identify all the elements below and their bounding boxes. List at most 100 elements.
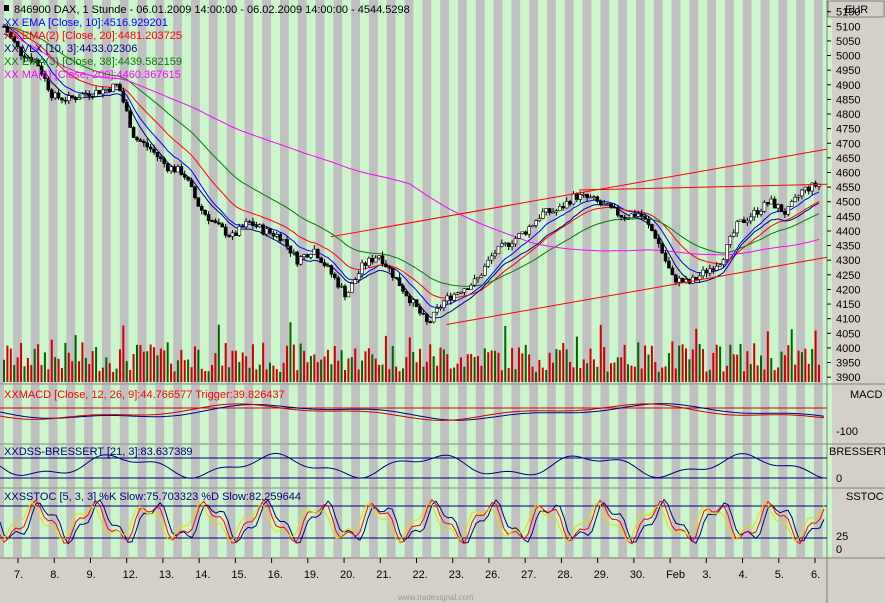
- candle-body: [302, 254, 306, 258]
- candle-body: [452, 293, 456, 301]
- volume-bar: [521, 353, 524, 382]
- candle-body: [435, 308, 439, 313]
- volume-bar: [572, 367, 575, 382]
- candle-body: [15, 41, 20, 48]
- volume-bar: [190, 367, 193, 382]
- volume-bar: [422, 366, 425, 382]
- candle-body: [261, 224, 265, 235]
- candle-body: [547, 208, 552, 214]
- ema-20-line: [3, 25, 820, 299]
- volume-bar: [43, 352, 46, 382]
- volume-bar: [473, 356, 476, 382]
- candle-body: [336, 277, 340, 288]
- candle-body: [217, 222, 221, 225]
- volume-bar: [129, 369, 132, 382]
- y-tick-label: 4450: [836, 211, 860, 223]
- volume-bar: [282, 362, 285, 382]
- candle-body: [517, 233, 521, 239]
- volume-bar: [6, 345, 9, 382]
- candle-body: [189, 179, 194, 188]
- volume-bar: [112, 371, 115, 382]
- candle-body: [26, 57, 30, 59]
- session-stripe: [360, 0, 369, 557]
- price-candles: [2, 23, 821, 326]
- candle-body: [70, 95, 75, 99]
- volume-bar: [289, 322, 292, 382]
- candle-body: [329, 265, 334, 275]
- candle-body: [622, 216, 627, 219]
- candle-body: [278, 234, 283, 242]
- volume-bar: [766, 331, 769, 382]
- candle-body: [380, 255, 385, 265]
- candle-body: [230, 232, 235, 237]
- volume-bar: [26, 357, 29, 382]
- volume-bar: [592, 359, 595, 382]
- candle-body: [247, 221, 252, 223]
- volume-bar: [579, 367, 582, 382]
- volume-bar: [265, 369, 268, 382]
- volume-bar: [770, 358, 773, 382]
- candle-body: [636, 213, 641, 217]
- candle-body: [53, 92, 57, 99]
- volume-bar: [78, 361, 81, 382]
- candle-body: [12, 36, 17, 42]
- candle-body: [691, 276, 695, 284]
- time-axis: 7. 8. 9. 12. 13. 14. 15. 16. 19. 20. 21. 22. 23. 26. 2…: [14, 558, 820, 581]
- volume-bar: [149, 344, 152, 382]
- volume-bar: [50, 339, 53, 382]
- candle-body: [677, 277, 681, 283]
- volume-bar: [558, 350, 561, 382]
- price-axis: 5150 5100 5050 5000 4950 4900 4850 4800 4750 4700…: [827, 7, 860, 384]
- candle-body: [60, 97, 64, 101]
- candle-body: [527, 226, 531, 235]
- volume-bar: [804, 348, 807, 382]
- legend-icon: XX: [4, 389, 19, 401]
- volume-bar: [538, 359, 541, 382]
- candle-body: [537, 218, 542, 222]
- candle-body: [789, 201, 794, 207]
- volume-bar: [105, 357, 108, 382]
- candle-body: [169, 166, 173, 172]
- volume-bar: [115, 368, 118, 382]
- candle-body: [390, 267, 395, 278]
- macd-panel-name: MACD: [850, 389, 882, 401]
- candle-body: [271, 232, 276, 237]
- x-tick-label: Feb: [666, 569, 685, 581]
- candle-body: [455, 292, 460, 295]
- candle-body: [234, 232, 238, 236]
- volume-bar: [453, 367, 456, 382]
- candle-body: [486, 259, 491, 267]
- volume-bar: [807, 363, 810, 382]
- volume-bar: [228, 367, 231, 382]
- volume-bar: [756, 365, 759, 382]
- candle-body: [196, 197, 201, 207]
- volume-bar: [214, 353, 217, 382]
- volume-bar: [476, 356, 479, 382]
- volume-bar: [163, 350, 166, 382]
- session-stripe: [57, 0, 67, 557]
- volume-bar: [586, 363, 589, 382]
- volume-bar: [705, 371, 708, 382]
- candle-body: [554, 210, 559, 213]
- candle-body: [43, 73, 47, 79]
- candle-body: [438, 307, 443, 309]
- session-stripe: [502, 0, 512, 557]
- volume-bar: [616, 357, 619, 382]
- candle-body: [428, 321, 433, 323]
- volume-bar: [159, 348, 162, 382]
- candle-body: [779, 204, 784, 212]
- volume-bar: [763, 369, 766, 382]
- volume-bar: [811, 349, 814, 382]
- candle-body: [155, 152, 160, 158]
- candle-body: [520, 231, 525, 235]
- volume-bar: [146, 351, 149, 382]
- session-stripe: [787, 0, 797, 557]
- candle-body: [663, 252, 668, 262]
- sstoc-legend-text: SSTOC [5, 3, 3] %K Slow:75.703323 %D Slo…: [19, 491, 301, 503]
- volume-bar: [794, 364, 797, 382]
- x-tick-label: 21.: [376, 569, 391, 581]
- candle-body: [128, 110, 132, 128]
- candle-body: [107, 88, 112, 92]
- candle-body: [469, 284, 473, 290]
- volume-bar: [234, 350, 237, 382]
